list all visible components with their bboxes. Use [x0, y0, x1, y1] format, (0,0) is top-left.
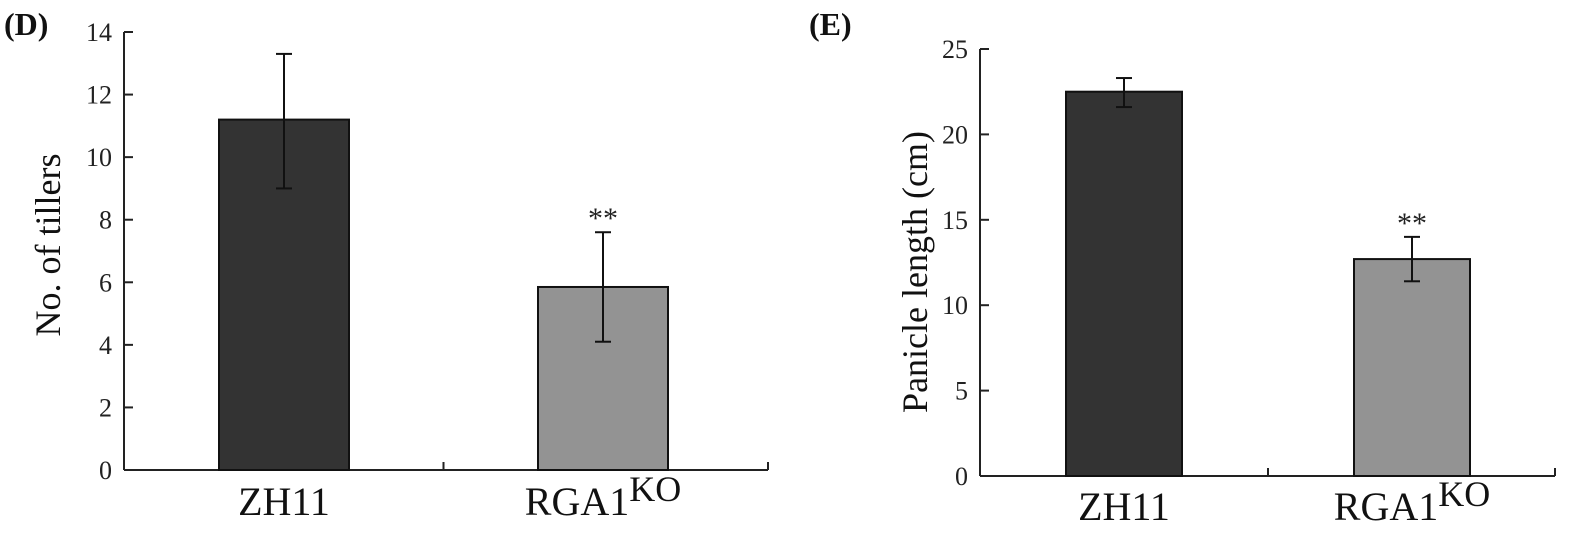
d-y-tick-label: 6: [99, 268, 112, 297]
d-y-tick-label: 10: [86, 143, 112, 172]
d-y-tick-label: 12: [86, 81, 112, 110]
d-y-tick-label: 4: [99, 331, 112, 360]
d-significance-label: **: [588, 202, 618, 235]
e-significance-label: **: [1397, 207, 1427, 240]
d-y-tick-label: 0: [99, 456, 112, 485]
e-y-tick-label: 5: [955, 377, 968, 406]
e-y-tick-label: 15: [942, 206, 968, 235]
d-y-axis-title: No. of tillers: [28, 154, 68, 337]
d-category-label: ZH11: [238, 479, 330, 524]
panel-d-tillers-chart: (D) 0 2 4 6 8 10 12 14 No. of tillers ZH11 ** RGA1KO: [4, 6, 769, 524]
e-category-label: RGA1KO: [1334, 474, 1490, 529]
e-y-tick-label: 0: [955, 462, 968, 491]
d-y-tick-label: 14: [86, 18, 112, 47]
e-category-label: ZH11: [1078, 484, 1170, 529]
d-panel-label: (D): [4, 6, 48, 42]
d-category-label: RGA1KO: [525, 469, 681, 524]
e-y-tick-label: 25: [942, 35, 968, 64]
e-bar: [1065, 90, 1183, 477]
d-y-tick-label: 8: [99, 206, 112, 235]
d-y-tick-label: 2: [99, 393, 112, 422]
e-y-tick-label: 20: [942, 120, 968, 149]
e-bar: [1353, 258, 1471, 478]
panel-e-panicle-length-chart: (E) 0 5 10 15 20 25 Panicle length (cm) ZH11 ** RG…: [809, 6, 1556, 529]
e-panel-label: (E): [809, 6, 852, 42]
e-y-tick-label: 10: [942, 291, 968, 320]
e-y-axis-title: Panicle length (cm): [895, 131, 935, 413]
